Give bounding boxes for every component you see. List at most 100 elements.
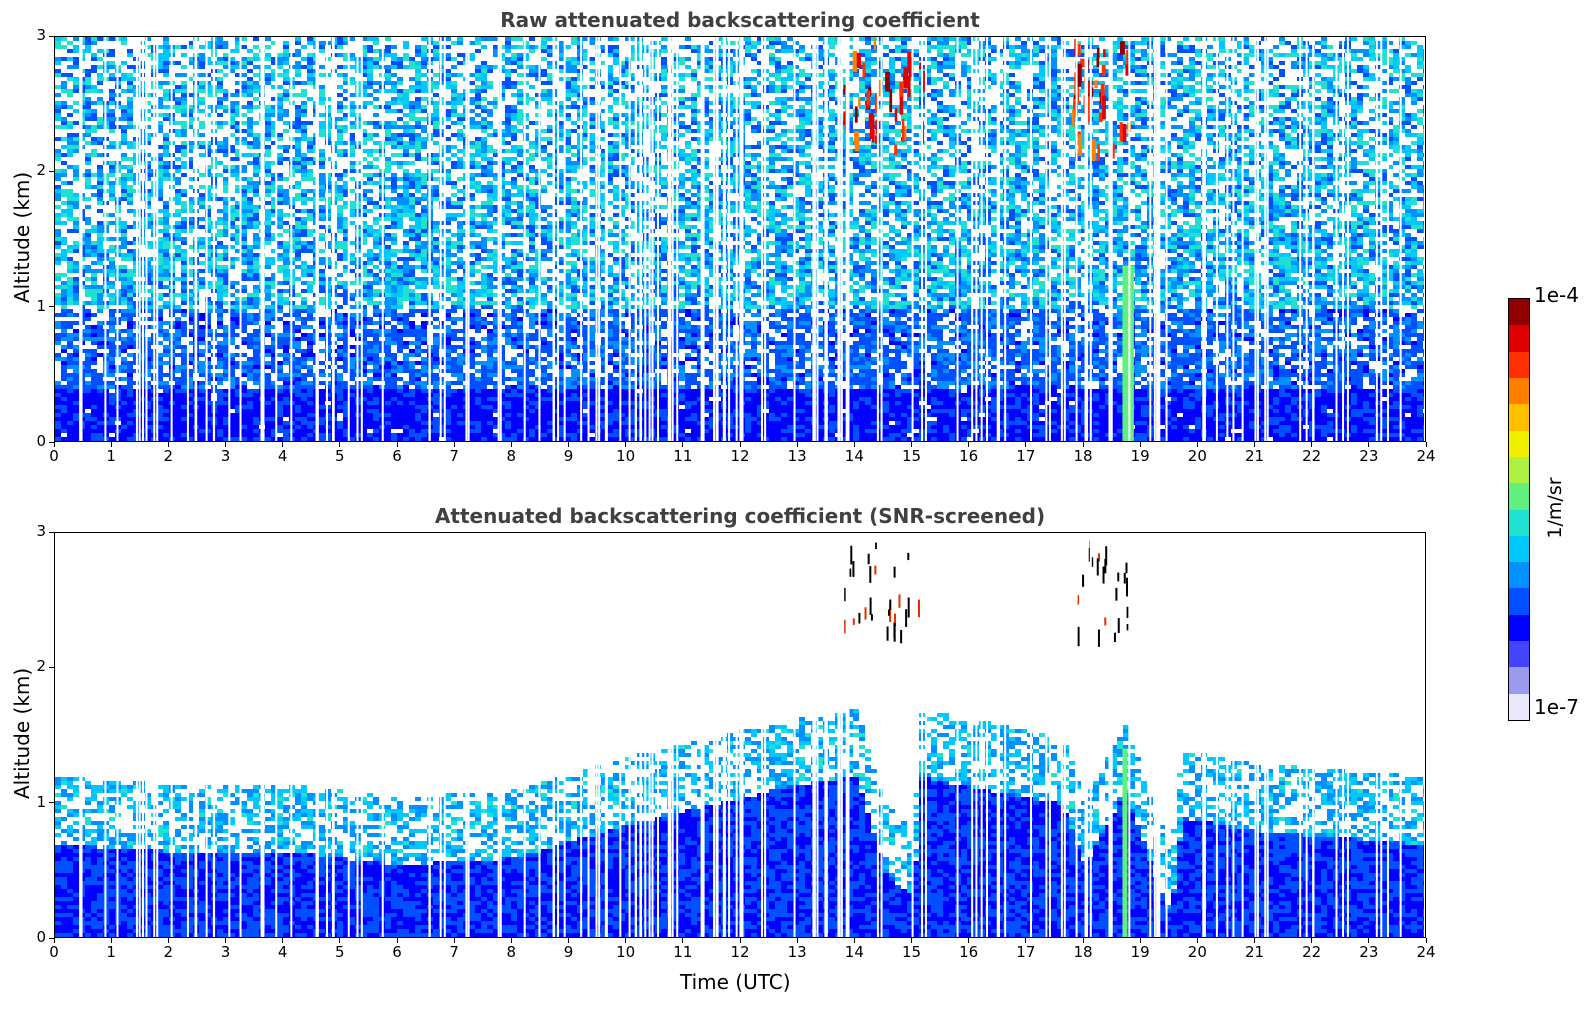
heatmap-cell [85,373,91,377]
heatmap-cell [301,201,307,205]
heatmap-cell [403,101,409,105]
heatmap-cell [61,189,67,193]
heatmap-cell [229,373,235,377]
heatmap-cell [391,145,397,149]
heatmap-cell [223,153,229,157]
heatmap-cell [415,369,421,373]
heatmap-cell [343,337,349,341]
heatmap-cell [127,85,133,89]
heatmap-cell [181,273,187,277]
heatmap-cell [409,137,415,141]
heatmap-cell [373,345,379,349]
heatmap-cell [385,401,391,405]
heatmap-cell [283,421,289,425]
heatmap-cell [109,413,115,417]
heatmap-cell [205,261,211,265]
heatmap-cell [235,105,241,109]
heatmap-cell [361,373,367,377]
heatmap-cell [373,393,379,397]
heatmap-cell [229,49,235,53]
heatmap-cell [73,205,79,209]
heatmap-cell [391,381,397,385]
heatmap-cell [439,145,445,149]
heatmap-cell [295,217,301,221]
heatmap-cell [409,269,415,273]
heatmap-cell [319,333,325,337]
heatmap-cell [433,433,439,437]
heatmap-cell [283,129,289,133]
heatmap-cell [223,189,229,193]
heatmap-cell [205,169,211,173]
heatmap-cell [175,201,181,205]
heatmap-cell [157,249,163,253]
heatmap-cell [295,317,301,321]
heatmap-cell [91,281,97,285]
heatmap-cell [385,185,391,189]
heatmap-cell [55,45,61,49]
heatmap-cell [433,85,439,89]
heatmap-cell [403,409,409,413]
heatmap-cell [409,105,415,109]
heatmap-cell [277,393,283,397]
heatmap-cell [385,101,391,105]
heatmap-cell [229,293,235,297]
heatmap-cell [199,313,205,317]
heatmap-cell [367,61,373,65]
heatmap-cell [121,437,127,441]
heatmap-cell [415,121,421,125]
heatmap-cell [67,405,73,409]
heatmap-cell [439,81,445,85]
heatmap-cell [235,325,241,329]
heatmap-cell [451,217,457,221]
heatmap-cell [229,417,235,421]
heatmap-cell [265,329,271,333]
heatmap-cell [55,189,61,193]
heatmap-cell [409,369,415,373]
heatmap-cell [433,185,439,189]
heatmap-cell [373,385,379,389]
heatmap-cell [253,97,259,101]
heatmap-cell [205,253,211,257]
heatmap-cell [457,361,463,365]
heatmap-cell [85,157,91,161]
heatmap-cell [181,293,187,297]
heatmap-cell [127,361,133,365]
heatmap-cell [295,421,301,425]
heatmap-cell [67,65,73,69]
heatmap-cell [157,281,163,285]
heatmap-cell [361,165,367,169]
heatmap-cell [349,305,355,309]
heatmap-cell [397,141,403,145]
heatmap-cell [247,249,253,253]
heatmap-cell [97,181,103,185]
heatmap-cell [469,405,475,409]
heatmap-cell [265,309,271,313]
heatmap-cell [343,265,349,269]
heatmap-cell [343,237,349,241]
heatmap-cell [109,101,115,105]
heatmap-cell [451,345,457,349]
heatmap-cell [223,341,229,345]
heatmap-cell [325,381,331,385]
heatmap-cell [55,93,61,97]
heatmap-cell [121,345,127,349]
heatmap-cell [181,193,187,197]
heatmap-cell [283,437,289,441]
heatmap-cell [181,145,187,149]
heatmap-cell [55,389,61,393]
heatmap-cell [457,369,463,373]
heatmap-cell [277,437,283,441]
heatmap-cell [187,409,193,413]
heatmap-cell [319,337,325,341]
heatmap-cell [433,365,439,369]
heatmap-cell [163,305,169,309]
heatmap-cell [121,413,127,417]
heatmap-cell [67,153,73,157]
heatmap-cell [241,57,247,61]
heatmap-cell [145,109,151,113]
heatmap-cell [181,253,187,257]
heatmap-cell [223,185,229,189]
heatmap-cell [241,245,247,249]
heatmap-cell [385,409,391,413]
heatmap-cell [421,205,427,209]
